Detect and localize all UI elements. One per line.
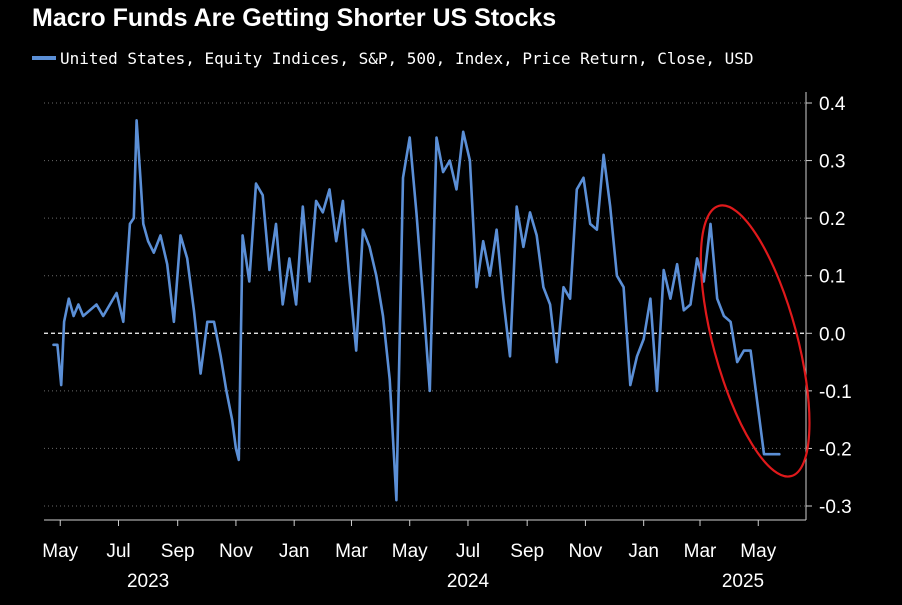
y-tick-label: 0.2 xyxy=(819,209,845,230)
x-tick-label: Mar xyxy=(335,541,368,562)
axes xyxy=(44,92,812,526)
x-tick-label: Jul xyxy=(456,541,480,562)
x-tick-label: Sep xyxy=(510,541,544,562)
highlight-ellipse xyxy=(699,204,811,478)
y-tick-label: -0.3 xyxy=(819,497,852,518)
annotation-layer xyxy=(699,204,811,478)
x-tick-label: Nov xyxy=(569,541,603,562)
legend-label: United States, Equity Indices, S&P, 500,… xyxy=(60,48,754,68)
legend-swatch xyxy=(32,56,56,60)
y-tick-label: -0.1 xyxy=(819,382,852,403)
x-tick-labels: May Jul Sep Nov Jan Mar May Jul Sep Nov Jan Mar May 2… xyxy=(42,541,776,592)
x-year-label: 2024 xyxy=(447,571,490,592)
series-line xyxy=(52,119,781,502)
y-tick-label: 0.0 xyxy=(819,324,845,345)
x-tick-label: May xyxy=(392,541,428,562)
x-tick-label: May xyxy=(740,541,776,562)
x-tick-label: Mar xyxy=(684,541,717,562)
y-tick-label: 0.3 xyxy=(819,152,845,173)
y-tick-labels: 0.4 0.3 0.2 0.1 0.0 -0.1 -0.2 -0.3 xyxy=(819,94,852,518)
y-tick-label: 0.1 xyxy=(819,267,845,288)
x-year-label: 2025 xyxy=(722,571,764,592)
x-tick-label: Nov xyxy=(219,541,253,562)
x-tick-label: Sep xyxy=(161,541,195,562)
x-tick-label: Jul xyxy=(106,541,130,562)
x-year-label: 2023 xyxy=(127,571,169,592)
y-tick-label: -0.2 xyxy=(819,439,852,460)
x-tick-label: May xyxy=(42,541,78,562)
legend: United States, Equity Indices, S&P, 500,… xyxy=(32,48,754,68)
x-tick-label: Jan xyxy=(628,541,659,562)
y-tick-label: 0.4 xyxy=(819,94,846,115)
series-layer xyxy=(52,119,781,502)
x-tick-label: Jan xyxy=(279,541,310,562)
chart-title: Macro Funds Are Getting Shorter US Stock… xyxy=(32,4,557,32)
